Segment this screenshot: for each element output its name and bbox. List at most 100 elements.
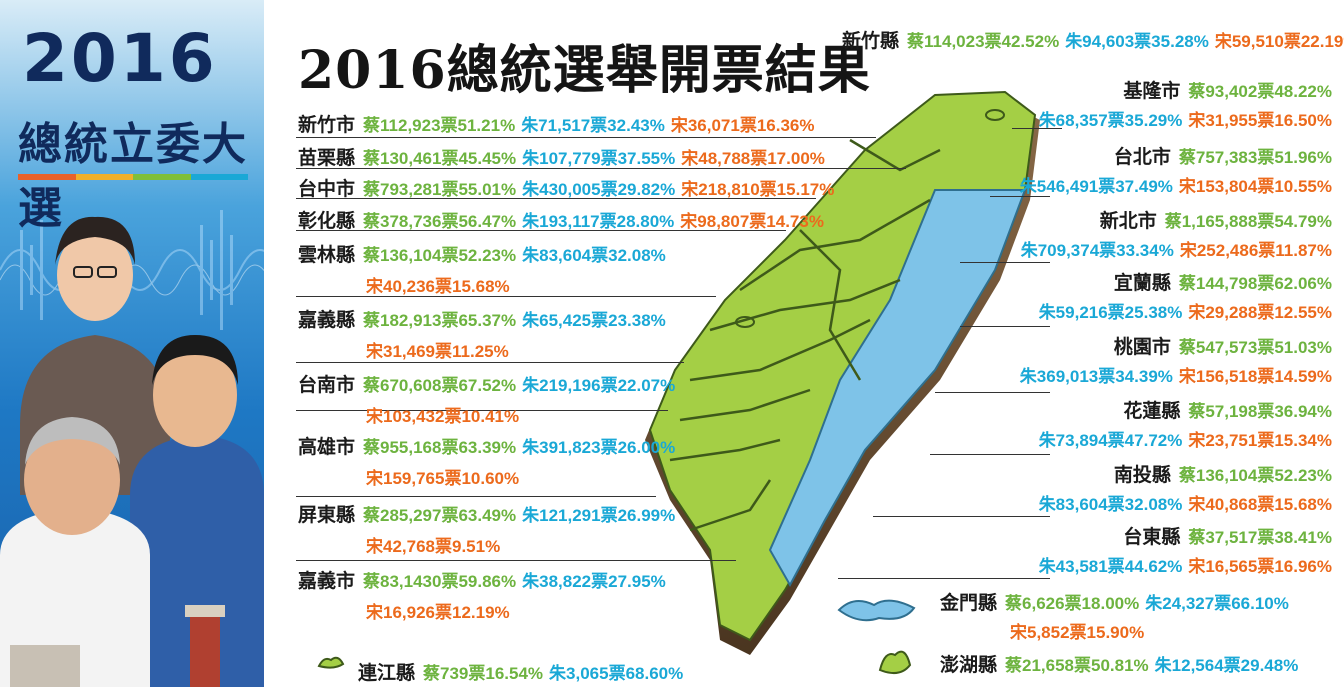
vote-figure: 宋16,565票16.96%	[1188, 557, 1332, 576]
vote-figure: 蔡21,658票50.81%	[1005, 656, 1149, 675]
county-result: 嘉義縣 蔡182,913票65.37% 朱65,425票23.38%	[298, 305, 666, 332]
leader-line	[935, 392, 1050, 393]
vote-figure: 宋218,810票15.17%	[681, 180, 835, 199]
campaign-banner: 2016 總統立委大選	[0, 0, 264, 687]
county-name: 台北市	[1113, 147, 1171, 168]
leader-line	[296, 560, 736, 561]
vote-figure: 蔡144,798票62.06%	[1178, 274, 1332, 293]
vote-figure: 宋59,510票22.19%	[1214, 32, 1344, 51]
leader-line	[960, 326, 1050, 327]
county-name: 金門縣	[940, 593, 998, 614]
county-result-line2: 朱369,013票34.39% 宋156,518票14.59%	[1020, 362, 1332, 387]
vote-figure: 朱59,216票25.38%	[1038, 303, 1183, 322]
county-name: 台東縣	[1123, 527, 1181, 548]
county-name: 彰化縣	[298, 211, 356, 232]
vote-figure: 朱709,374票33.34%	[1020, 241, 1174, 260]
leader-line	[1012, 128, 1062, 129]
strip-segment	[190, 174, 248, 180]
vote-figure: 蔡112,923票51.21%	[363, 116, 516, 135]
county-result-line2: 朱68,357票35.29% 宋31,955票16.50%	[1039, 106, 1332, 131]
vote-figure: 蔡739票16.54%	[423, 664, 544, 683]
vote-figure: 朱73,894票47.72%	[1038, 431, 1183, 450]
vote-figure: 蔡757,383票51.96%	[1178, 148, 1332, 167]
leader-line	[873, 516, 1050, 517]
vote-figure: 朱38,822票27.95%	[522, 572, 666, 591]
vote-figure: 宋98,807票14.73%	[680, 212, 824, 231]
county-result-line2: 宋103,432票10.41%	[366, 402, 519, 427]
vote-figure: 宋40,868票15.68%	[1188, 495, 1332, 514]
leader-line	[296, 198, 816, 199]
leader-line	[960, 262, 1050, 263]
county-name: 嘉義縣	[298, 310, 356, 331]
leader-line	[296, 168, 906, 169]
county-name: 新北市	[1099, 211, 1157, 232]
penghu-island	[878, 650, 912, 675]
lianjiang-island	[317, 656, 345, 669]
county-result-line2: 朱59,216票25.38% 宋29,288票12.55%	[1039, 298, 1332, 323]
leader-line	[296, 296, 716, 297]
vote-figure: 蔡955,168票63.39%	[363, 438, 517, 457]
county-result-line2: 宋159,765票10.60%	[366, 464, 519, 489]
vote-figure: 朱546,491票37.49%	[1019, 177, 1173, 196]
vote-figure: 朱24,327票66.10%	[1145, 594, 1289, 613]
leader-line	[296, 410, 668, 411]
vote-figure: 宋31,955票16.50%	[1188, 111, 1332, 130]
leader-line	[296, 362, 684, 363]
vote-figure: 朱83,604票32.08%	[522, 246, 666, 265]
vote-figure: 朱68,357票35.29%	[1038, 111, 1183, 130]
vote-figure: 宋40,236票15.68%	[366, 277, 510, 296]
vote-figure: 蔡182,913票65.37%	[363, 311, 517, 330]
vote-figure: 蔡136,104票52.23%	[363, 246, 517, 265]
vote-figure: 朱94,603票35.28%	[1065, 32, 1209, 51]
vote-figure: 宋29,288票12.55%	[1188, 303, 1332, 322]
leader-line	[296, 230, 786, 231]
candidates-photo	[0, 216, 264, 687]
vote-figure: 蔡57,198票36.94%	[1188, 402, 1332, 421]
leader-line	[296, 496, 656, 497]
county-result: 南投縣 蔡136,104票52.23%	[1114, 460, 1332, 487]
vote-figure: 宋103,432票10.41%	[366, 407, 520, 426]
vote-figure: 蔡1,165,888票54.79%	[1164, 212, 1332, 231]
vote-figure: 朱65,425票23.38%	[522, 311, 666, 330]
vote-figure: 蔡670,608票67.52%	[363, 376, 517, 395]
vote-figure: 蔡378,736票56.47%	[363, 212, 517, 231]
county-result: 桃園市 蔡547,573票51.03%	[1114, 332, 1332, 359]
county-result: 基隆市 蔡93,402票48.22%	[1123, 76, 1332, 103]
county-result: 高雄市 蔡955,168票63.39% 朱391,823票26.00%	[298, 432, 675, 459]
county-name: 苗栗縣	[298, 148, 356, 169]
vote-figure: 蔡793,281票55.01%	[363, 180, 517, 199]
vote-figure: 蔡93,402票48.22%	[1188, 82, 1332, 101]
county-result: 新竹縣 蔡114,023票42.52% 朱94,603票35.28% 宋59,510票…	[842, 26, 1344, 53]
vote-figure: 宋153,804票10.55%	[1178, 177, 1332, 196]
leader-line	[838, 578, 1050, 579]
county-result: 嘉義市 蔡83,1430票59.86% 朱38,822票27.95%	[298, 566, 666, 593]
county-result: 雲林縣 蔡136,104票52.23% 朱83,604票32.08%	[298, 240, 666, 267]
vote-figure: 朱43,581票44.62%	[1038, 557, 1183, 576]
county-name: 花蓮縣	[1123, 401, 1181, 422]
vote-figure: 宋16,926票12.19%	[366, 603, 510, 622]
county-name: 新竹縣	[842, 31, 900, 52]
vote-figure: 朱12,564票29.48%	[1154, 656, 1299, 675]
county-result-line2: 朱73,894票47.72% 宋23,751票15.34%	[1039, 426, 1332, 451]
county-result-line2: 宋5,852票15.90%	[1010, 618, 1144, 643]
vote-figure: 朱107,779票37.55%	[522, 149, 676, 168]
vote-figure: 朱121,291票26.99%	[522, 506, 676, 525]
county-name: 澎湖縣	[940, 655, 998, 676]
taiwan-map	[645, 90, 1040, 655]
vote-figure: 宋48,788票17.00%	[681, 149, 825, 168]
county-result: 彰化縣 蔡378,736票56.47% 朱193,117票28.80% 宋98,807…	[298, 206, 824, 233]
county-name: 新竹市	[298, 115, 356, 136]
county-result: 宜蘭縣 蔡144,798票62.06%	[1114, 268, 1332, 295]
vote-figure: 宋42,768票9.51%	[366, 537, 501, 556]
county-name: 南投縣	[1113, 465, 1171, 486]
county-result: 澎湖縣 蔡21,658票50.81% 朱12,564票29.48%	[940, 650, 1298, 677]
sound-wave-graphic	[0, 210, 264, 330]
county-name: 高雄市	[298, 437, 356, 458]
county-result: 新竹市 蔡112,923票51.21% 朱71,517票32.43% 宋36,071票…	[298, 110, 815, 137]
county-result-line2: 朱43,581票44.62% 宋16,565票16.96%	[1039, 552, 1332, 577]
vote-figure: 朱71,517票32.43%	[521, 116, 665, 135]
vote-figure: 朱83,604票32.08%	[1038, 495, 1183, 514]
county-name: 屏東縣	[298, 505, 356, 526]
leader-line	[990, 196, 1050, 197]
strip-segment	[133, 174, 191, 180]
